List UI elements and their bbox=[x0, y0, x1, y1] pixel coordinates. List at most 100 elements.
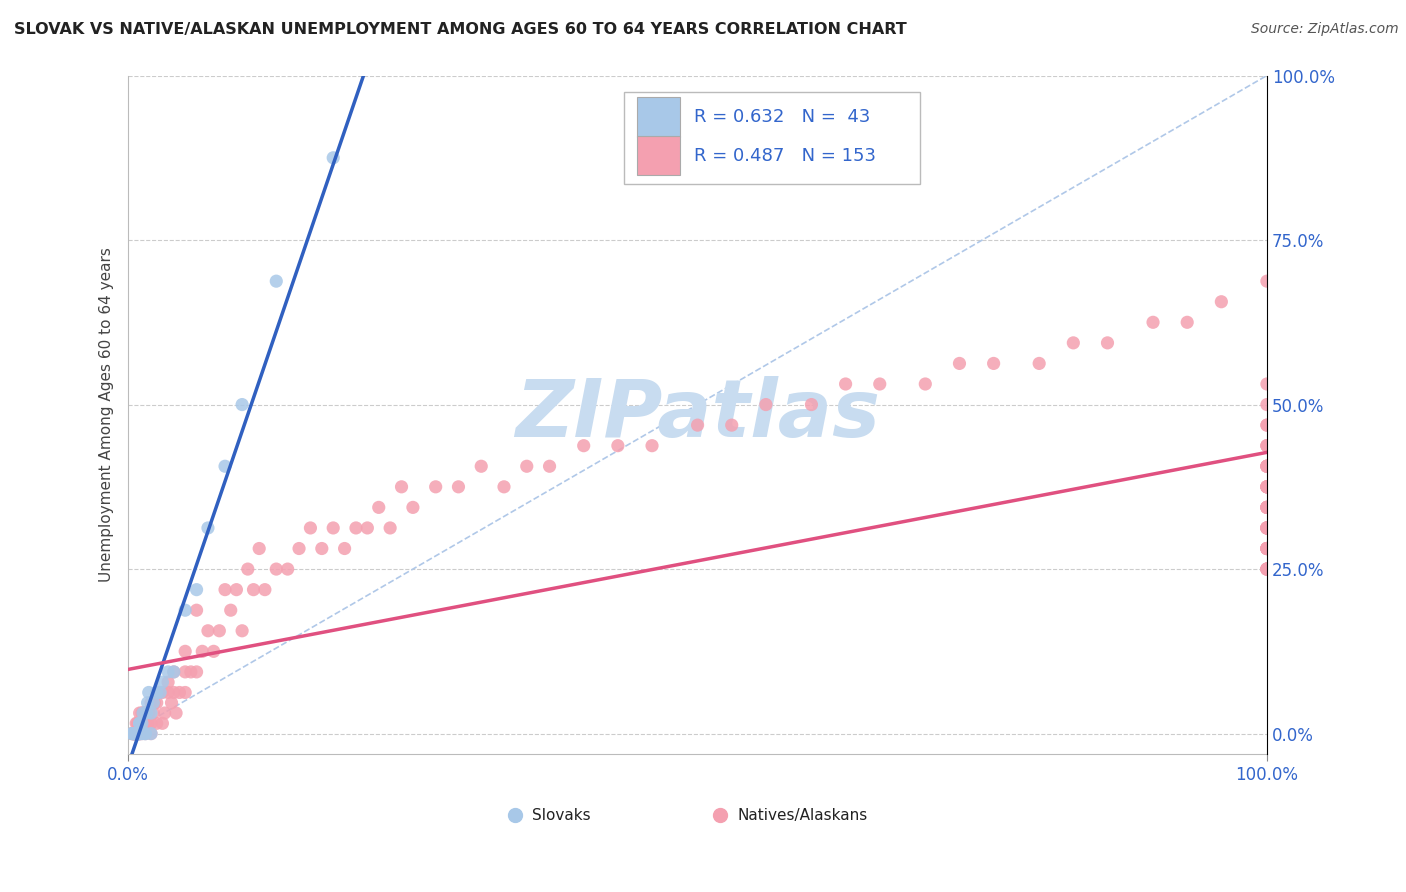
Point bbox=[1256, 500, 1278, 515]
Point bbox=[174, 685, 197, 699]
Point bbox=[128, 716, 150, 731]
Point bbox=[157, 685, 180, 699]
Point bbox=[1256, 521, 1278, 535]
FancyBboxPatch shape bbox=[624, 93, 920, 184]
Point bbox=[686, 418, 709, 433]
Point bbox=[1256, 541, 1278, 556]
Point bbox=[174, 665, 197, 679]
Point bbox=[214, 582, 236, 597]
Point bbox=[1256, 562, 1278, 576]
Point bbox=[134, 716, 156, 731]
Point bbox=[128, 726, 150, 740]
Point bbox=[169, 685, 191, 699]
Point bbox=[253, 582, 276, 597]
Point bbox=[128, 726, 150, 740]
Point bbox=[143, 696, 166, 710]
Point bbox=[152, 675, 174, 690]
Text: Source: ZipAtlas.com: Source: ZipAtlas.com bbox=[1251, 22, 1399, 37]
Point bbox=[1256, 521, 1278, 535]
Point bbox=[1256, 376, 1278, 391]
Point bbox=[1256, 521, 1278, 535]
Point bbox=[125, 726, 148, 740]
Point bbox=[128, 716, 150, 731]
Point bbox=[1028, 356, 1050, 370]
Point bbox=[425, 480, 447, 494]
Point bbox=[191, 644, 214, 658]
Point bbox=[1256, 459, 1278, 474]
Point bbox=[121, 726, 143, 740]
Point bbox=[128, 726, 150, 740]
Point bbox=[174, 603, 197, 617]
Point bbox=[1256, 480, 1278, 494]
Text: R = 0.487   N = 153: R = 0.487 N = 153 bbox=[695, 146, 876, 165]
Point bbox=[288, 541, 311, 556]
Point bbox=[1097, 335, 1119, 350]
Point bbox=[197, 624, 219, 638]
Point bbox=[1256, 274, 1278, 288]
Point bbox=[125, 726, 148, 740]
Point bbox=[124, 726, 146, 740]
Point bbox=[121, 726, 143, 740]
Point bbox=[138, 685, 160, 699]
Point bbox=[132, 716, 155, 731]
Point bbox=[1256, 480, 1278, 494]
FancyBboxPatch shape bbox=[637, 97, 681, 136]
Y-axis label: Unemployment Among Ages 60 to 64 years: Unemployment Among Ages 60 to 64 years bbox=[100, 247, 114, 582]
Point bbox=[122, 726, 145, 740]
Point bbox=[1256, 500, 1278, 515]
Point bbox=[127, 716, 149, 731]
Text: Natives/Alaskans: Natives/Alaskans bbox=[737, 808, 868, 822]
Point bbox=[1256, 521, 1278, 535]
Point bbox=[145, 716, 167, 731]
Point bbox=[128, 726, 150, 740]
Point bbox=[1256, 562, 1278, 576]
Point bbox=[356, 521, 378, 535]
Point bbox=[125, 716, 148, 731]
Point bbox=[148, 685, 170, 699]
Point bbox=[208, 624, 231, 638]
Point bbox=[367, 500, 389, 515]
Point bbox=[333, 541, 356, 556]
Point bbox=[121, 726, 143, 740]
Point bbox=[236, 562, 259, 576]
Point bbox=[1256, 500, 1278, 515]
Point bbox=[264, 562, 287, 576]
Point bbox=[538, 459, 561, 474]
Point bbox=[157, 675, 180, 690]
Point bbox=[447, 480, 470, 494]
Point bbox=[402, 500, 425, 515]
Point bbox=[180, 665, 202, 679]
Point bbox=[219, 603, 242, 617]
Point bbox=[1256, 521, 1278, 535]
Point bbox=[322, 521, 344, 535]
Point bbox=[152, 685, 174, 699]
Point bbox=[163, 665, 186, 679]
Point bbox=[122, 726, 145, 740]
Point bbox=[1256, 459, 1278, 474]
Text: Slovaks: Slovaks bbox=[533, 808, 591, 822]
Point bbox=[1256, 541, 1278, 556]
Point bbox=[516, 459, 538, 474]
Point bbox=[1256, 562, 1278, 576]
Point bbox=[1256, 500, 1278, 515]
Point bbox=[139, 706, 162, 720]
Point bbox=[139, 696, 162, 710]
Point bbox=[129, 716, 152, 731]
Point bbox=[122, 726, 145, 740]
Point bbox=[127, 726, 149, 740]
Point bbox=[1256, 562, 1278, 576]
Point bbox=[1256, 439, 1278, 453]
Point bbox=[132, 706, 155, 720]
Point bbox=[128, 726, 150, 740]
Point bbox=[1256, 480, 1278, 494]
Point bbox=[492, 480, 515, 494]
Point bbox=[122, 726, 145, 740]
Point bbox=[138, 706, 160, 720]
Point bbox=[231, 624, 253, 638]
Point bbox=[121, 726, 143, 740]
Point bbox=[163, 685, 186, 699]
Point bbox=[1256, 480, 1278, 494]
Point bbox=[128, 726, 150, 740]
Point bbox=[127, 726, 149, 740]
Point bbox=[225, 582, 247, 597]
